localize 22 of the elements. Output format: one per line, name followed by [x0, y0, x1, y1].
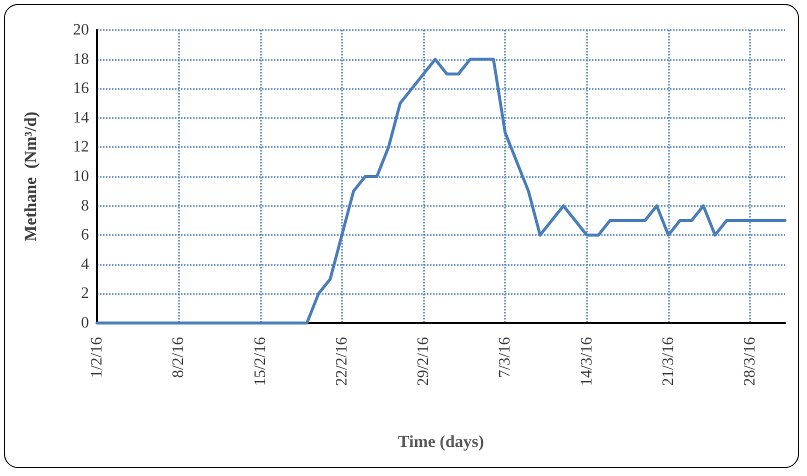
y-axis-title: Methane (Nm³/d) — [21, 112, 40, 242]
y-tick-label: 16 — [73, 80, 89, 98]
y-tick-label: 20 — [73, 22, 89, 38]
x-tick-label: 21/3/16 — [660, 337, 677, 386]
x-tick-label: 7/3/16 — [496, 337, 514, 378]
y-tick-label: 0 — [81, 314, 89, 332]
x-axis-title: Time (days) — [398, 432, 484, 451]
y-tick-label: 8 — [81, 197, 89, 214]
y-tick-label: 12 — [73, 138, 89, 156]
y-tick-label: 2 — [81, 285, 89, 302]
x-tick-label: 1/2/16 — [88, 337, 106, 378]
y-tick-label: 18 — [73, 50, 89, 68]
y-tick-label: 10 — [73, 168, 89, 185]
x-tick-label: 15/2/16 — [252, 337, 269, 386]
y-tick-label: 4 — [81, 256, 89, 273]
x-tick-label: 29/2/16 — [415, 337, 432, 386]
x-tick-label: 22/2/16 — [333, 337, 350, 386]
x-tick-label: 28/3/16 — [742, 337, 759, 386]
x-tick-label: 8/2/16 — [170, 337, 188, 378]
y-tick-label: 14 — [73, 109, 89, 126]
y-tick-label: 6 — [81, 226, 89, 244]
x-tick-label: 14/3/16 — [578, 337, 596, 386]
